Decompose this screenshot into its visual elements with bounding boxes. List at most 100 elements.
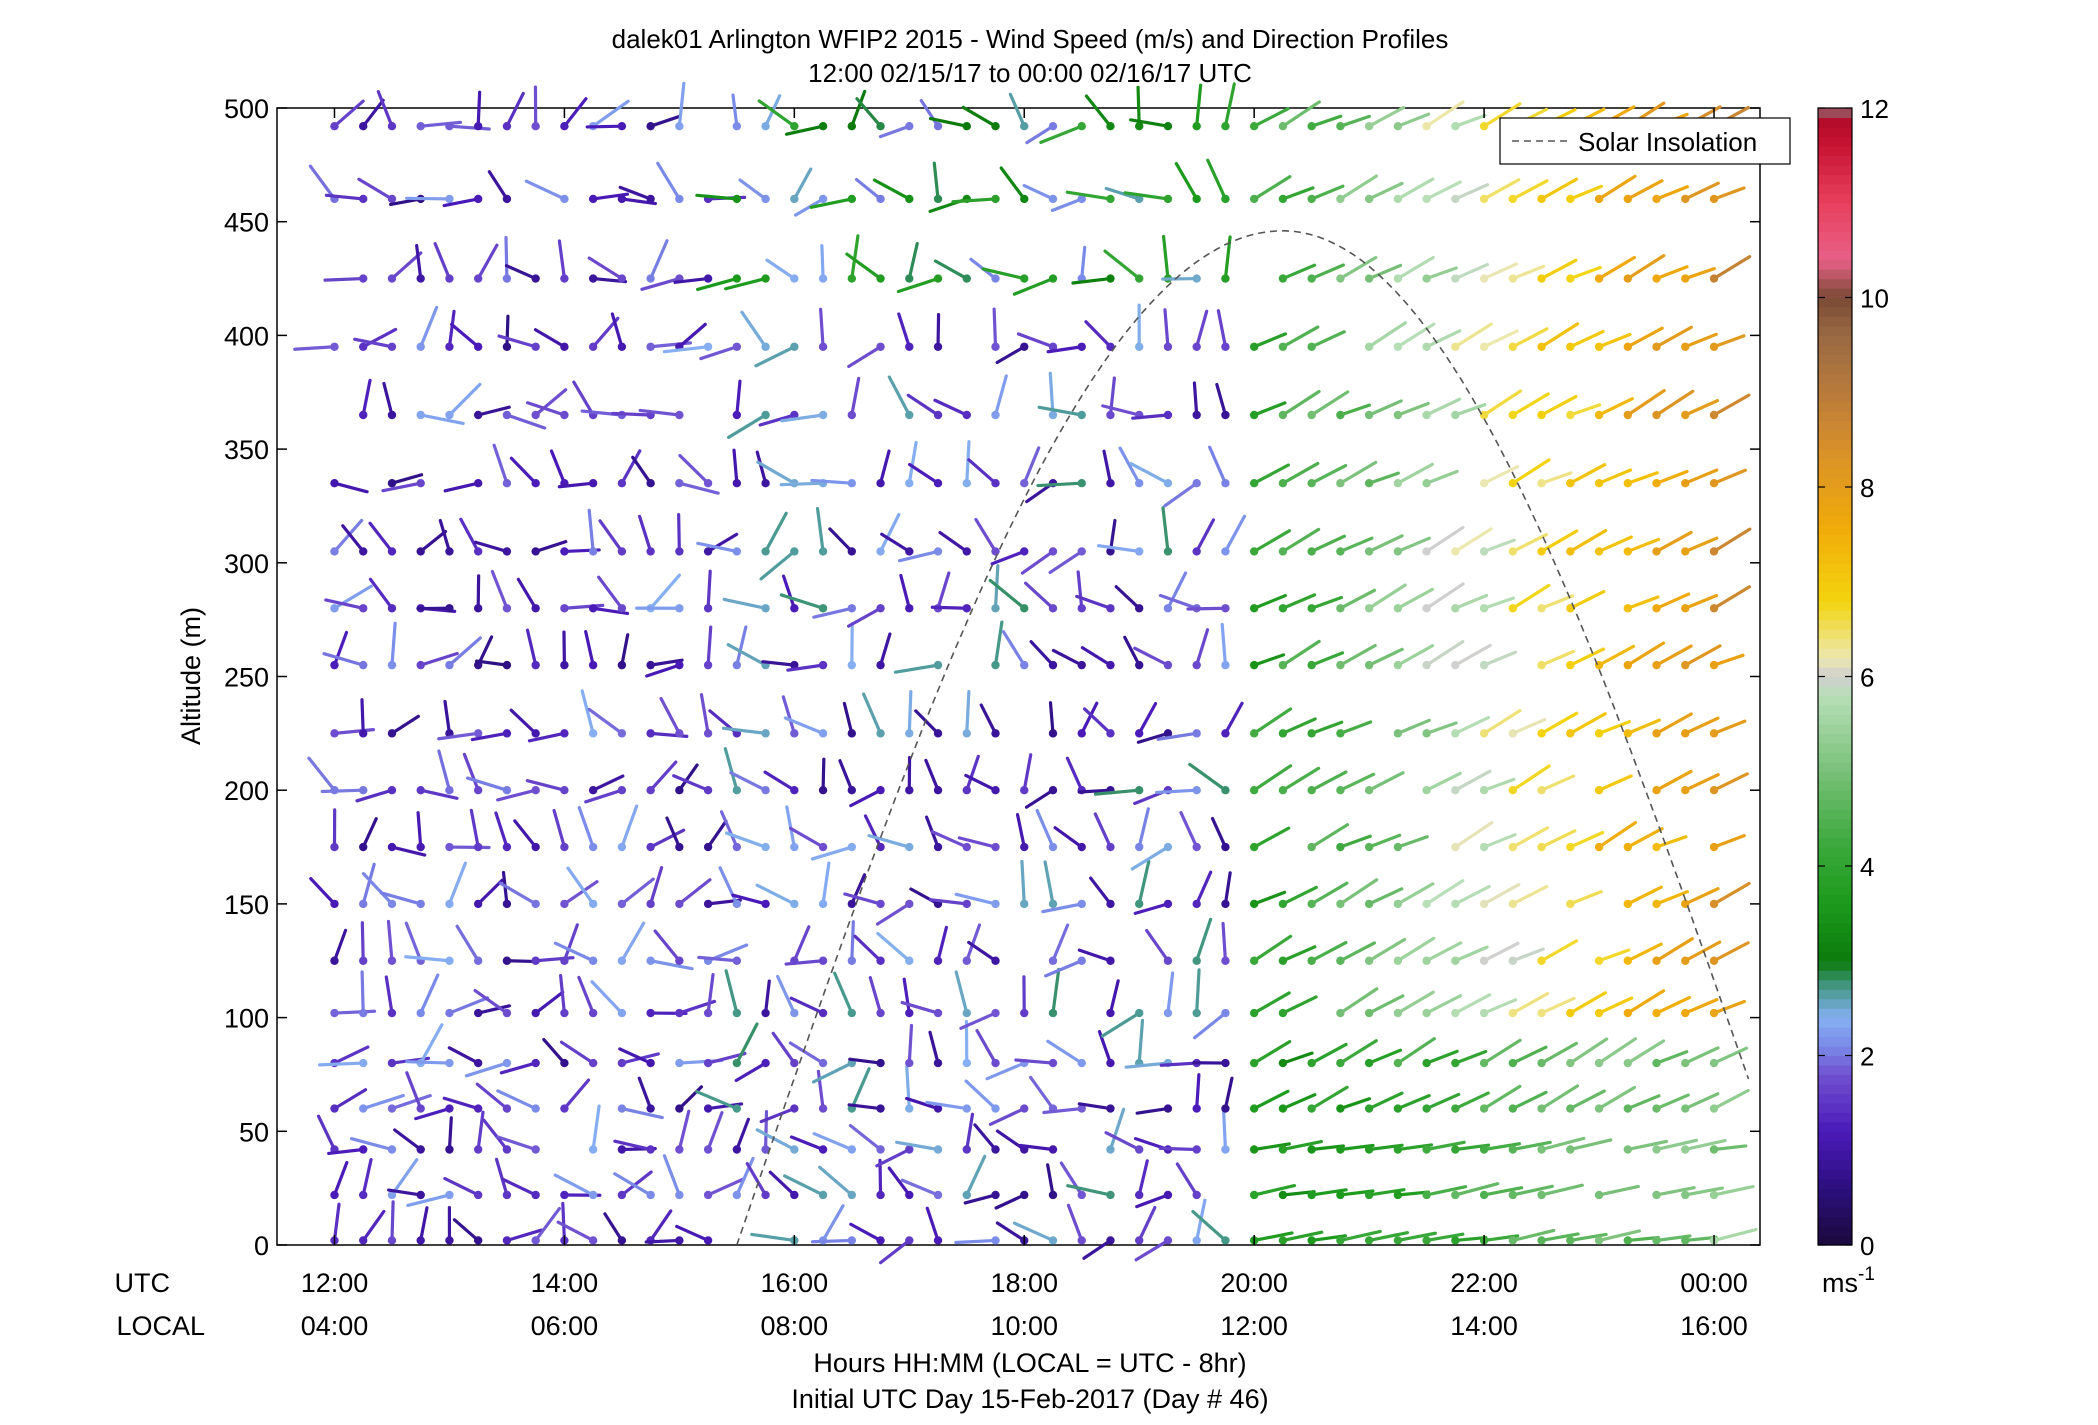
wind-barb: [1252, 401, 1287, 417]
x-tick-label-utc: 20:00: [1220, 1268, 1288, 1298]
wind-barb: [1065, 756, 1084, 792]
wind-barb-dot: [1135, 1236, 1144, 1245]
wind-barb-dot: [1192, 121, 1201, 131]
wind-barb: [1626, 1139, 1669, 1152]
wind-barb: [959, 1011, 998, 1030]
wind-barb: [677, 81, 686, 128]
wind-barb: [613, 1139, 653, 1152]
wind-barb-dot: [1681, 786, 1690, 795]
wind-barb-dot: [1048, 1008, 1058, 1018]
wind-barb: [447, 636, 482, 667]
wind-barb-dot: [790, 899, 799, 909]
wind-barb: [706, 625, 713, 667]
wind-barb-dot: [675, 956, 684, 965]
wind-barb-dot: [416, 842, 425, 852]
wind-barb: [1654, 644, 1693, 667]
wind-barb: [1223, 1076, 1234, 1111]
wind-barb-dot: [1422, 410, 1431, 420]
wind-barb-dot: [1020, 1008, 1029, 1018]
wind-barb: [1396, 644, 1435, 667]
wind-barb: [1310, 390, 1350, 417]
wind-barb-dot: [1566, 479, 1575, 488]
wind-barb-dot: [1077, 194, 1086, 204]
wind-barb-dot: [1020, 660, 1029, 670]
wind-barb-dot: [617, 660, 627, 670]
wind-barb-dot: [1537, 956, 1546, 965]
wind-barb: [419, 529, 448, 554]
wind-barb: [1597, 820, 1638, 849]
wind-barb-dot: [761, 547, 770, 556]
wind-barb: [1453, 769, 1492, 792]
wind-barb-dot: [1681, 1008, 1690, 1018]
colorbar-swatch: [1818, 297, 1852, 308]
wind-barb-dot: [1249, 1145, 1259, 1154]
wind-barb: [754, 345, 796, 368]
wind-barb-dot: [1709, 342, 1719, 351]
colorbar-swatch: [1818, 325, 1852, 336]
wind-barb-dot: [359, 1058, 368, 1068]
wind-barb-dot: [1652, 1236, 1661, 1245]
colorbar-swatch: [1818, 411, 1852, 422]
wind-barb: [1425, 329, 1462, 349]
wind-barb: [341, 524, 365, 554]
wind-barb: [1425, 469, 1459, 485]
wind-barb-dot: [847, 604, 857, 613]
wind-barb: [1654, 835, 1688, 849]
wind-barb: [1425, 100, 1465, 128]
wind-barb: [1134, 1238, 1170, 1262]
wind-barb-dot: [502, 1058, 512, 1068]
wind-barb: [1012, 1221, 1055, 1243]
wind-barb-dot: [1077, 729, 1086, 738]
wind-barb: [908, 462, 940, 485]
wind-barb: [382, 381, 394, 417]
wind-barb-dot: [560, 1008, 569, 1018]
wind-barb: [1683, 267, 1716, 281]
wind-barb-dot: [445, 342, 454, 351]
wind-barb: [1037, 405, 1084, 417]
wind-barb: [755, 1128, 796, 1152]
x-tick-label-utc: 22:00: [1450, 1268, 1518, 1298]
wind-barb: [1123, 191, 1170, 201]
wind-barb-dot: [1192, 342, 1201, 351]
wind-barb: [360, 698, 365, 735]
wind-barb: [1654, 937, 1694, 963]
wind-barb: [1683, 1138, 1727, 1152]
colorbar-swatch: [1818, 524, 1852, 535]
wind-barb-dot: [1652, 729, 1661, 738]
wind-barb: [355, 788, 394, 803]
colorbar-swatch: [1818, 828, 1852, 839]
colorbar-swatch: [1818, 212, 1852, 223]
wind-barb: [1539, 1041, 1579, 1065]
wind-barb: [1338, 403, 1372, 417]
wind-barb-dot: [1249, 479, 1259, 488]
wind-barb-dot: [588, 899, 598, 909]
wind-barb-dot: [818, 547, 828, 556]
wind-barb-dot: [790, 342, 799, 351]
wind-barb: [812, 606, 854, 619]
wind-barb-dot: [1451, 604, 1460, 613]
wind-barb: [1252, 826, 1291, 849]
wind-barb-dot: [1537, 1058, 1546, 1068]
wind-barb-dot: [732, 121, 742, 131]
wind-barb: [722, 597, 768, 610]
wind-barb-dot: [1020, 342, 1029, 351]
wind-barb-dot: [933, 1236, 943, 1245]
wind-barb: [1396, 1037, 1436, 1065]
wind-barb-dot: [962, 274, 971, 283]
wind-barb: [447, 861, 467, 906]
wind-barb: [393, 1128, 423, 1152]
wind-barb: [1155, 788, 1199, 795]
colorbar-tick-label: 0: [1860, 1231, 1874, 1261]
wind-barb: [1022, 183, 1055, 201]
wind-barb: [672, 774, 710, 792]
wind-barb: [1482, 329, 1519, 349]
colorbar-swatch: [1818, 1226, 1852, 1237]
wind-barb: [405, 1071, 423, 1111]
wind-barb: [735, 1117, 750, 1152]
wind-barb-dot: [502, 1104, 512, 1113]
wind-barb: [490, 569, 509, 610]
colorbar-swatch: [1818, 1036, 1852, 1047]
wind-barb: [1367, 647, 1404, 667]
wind-barb-dot: [1566, 274, 1575, 283]
wind-barb-dot: [1249, 1008, 1259, 1018]
